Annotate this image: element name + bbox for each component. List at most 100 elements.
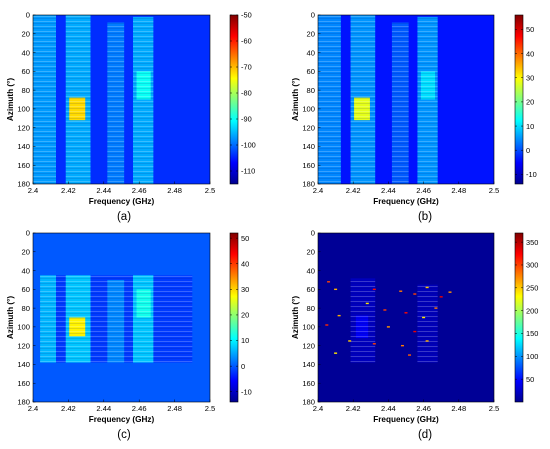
plot-area [318,233,494,402]
y-tick-label: 40 [307,48,315,57]
x-tick-label: 2.4 [28,186,39,195]
y-tick-label: 140 [17,360,30,369]
x-axis-label: Frequency (GHz) [373,415,439,424]
y-tick-label: 80 [22,86,30,95]
y-tick-label: 0 [26,229,30,238]
heatmap-point [425,286,429,289]
colorbar-tick-label: 40 [241,259,249,268]
y-axis-label: Azimuth (°) [291,296,300,340]
colorbar-tick-label: 0 [241,362,245,371]
heatmap-region-texture [355,315,369,339]
y-tick-label: 20 [307,29,315,38]
heatmap-point [399,290,403,292]
y-tick-label: 180 [302,180,315,189]
y-tick-label: 140 [17,142,30,151]
panel-3: 2.4 2.42 2.44 2.46 2.48 2.5020406080100120140… [6,229,252,441]
heatmap-region-texture [136,289,151,318]
heatmap-point [400,344,404,347]
heatmap-region-texture [69,97,86,121]
panel-2: 2.4 2.42 2.44 2.46 2.48 2.5020406080100120140… [291,11,537,223]
y-tick-label: 120 [17,341,30,350]
y-tick-label: 40 [307,266,315,275]
x-tick-label: 2.5 [489,186,500,195]
colorbar-tick-label: -60 [241,37,252,46]
x-tick-label: 2.44 [381,186,396,195]
plot-frame [317,14,495,185]
y-tick-label: 0 [26,11,30,20]
plot-frame [317,232,495,403]
heatmap-point [383,309,387,311]
x-tick-label: 2.42 [61,404,76,413]
heatmap-region-texture [318,15,341,184]
panel-caption: (c) [117,429,131,441]
heatmap-point [439,296,443,298]
y-tick-label: 60 [22,285,30,294]
colorbar [514,14,524,185]
colorbar-tick-label: 0 [526,146,530,155]
heatmap-point [413,293,417,295]
colorbar-tick-label: 50 [526,25,534,34]
y-tick-label: 120 [17,123,30,132]
colorbar-tick-label: 20 [241,311,249,320]
colorbar-tick-label: 300 [526,261,538,270]
y-tick-label: 80 [22,304,30,313]
y-tick-label: 0 [311,229,315,238]
plot-frame [32,232,211,403]
y-tick-label: 60 [307,67,315,76]
plot-area [33,15,210,184]
colorbar-tick-label: 30 [241,285,249,294]
heatmap-point [325,324,329,326]
x-tick-label: 2.42 [61,186,76,195]
colorbar-tick-label: 350 [526,238,538,247]
x-tick-label: 2.48 [451,404,466,413]
colorbar [229,14,239,185]
colorbar-tick-label: 10 [526,122,534,131]
heatmap-point [334,352,338,354]
y-tick-label: 180 [302,398,315,407]
y-tick-label: 160 [302,379,315,388]
panel-1: 2.4 2.42 2.44 2.46 2.48 2.5 0 20 40 60 80 100 120 140… [6,11,256,223]
x-tick-label: 2.5 [205,186,216,195]
y-tick-label: 160 [302,161,315,170]
plot-frame [32,14,211,185]
colorbar [229,232,239,403]
x-tick-label: 2.44 [381,404,396,413]
x-tick-label: 2.48 [451,186,466,195]
heatmap-region-texture [354,97,370,121]
heatmap-region-texture [40,275,57,363]
x-axis-label: Frequency (GHz) [89,415,155,424]
y-tick-label: 160 [17,161,30,170]
x-tick-label: 2.46 [416,404,431,413]
y-tick-label: 100 [302,323,315,332]
y-tick-label: 120 [302,341,315,350]
x-tick-label: 2.48 [167,404,182,413]
y-tick-label: 20 [307,247,315,256]
colorbar-tick-label: -70 [241,63,252,72]
y-tick-label: 80 [307,86,315,95]
heatmap-point [365,302,369,305]
colorbar-tick-label: 20 [526,98,534,107]
panel-caption: (d) [418,429,432,441]
y-tick-label: 180 [17,398,30,407]
x-axis-label: Frequency (GHz) [373,197,439,206]
heatmap-point [408,354,412,356]
y-tick-label: 180 [17,180,30,189]
colorbar-tick-label: -10 [526,170,537,179]
x-tick-label: 2.42 [346,186,361,195]
heatmap-region-texture [417,16,438,184]
y-tick-label: 40 [22,266,30,275]
heatmap-point [448,291,452,293]
colorbar-tick-label: 250 [526,284,538,293]
heatmap-point [404,312,408,314]
y-axis-label: Azimuth (°) [6,78,15,122]
heatmap-point [386,326,390,328]
colorbar-tick-label: 100 [526,352,538,361]
heatmap-region-texture [420,71,436,100]
heatmap-region-texture [107,279,125,363]
y-tick-label: 60 [307,285,315,294]
heatmap-background [318,233,494,402]
panel-caption: (a) [117,211,131,223]
x-tick-label: 2.4 [28,404,39,413]
colorbar-tick-label: 50 [526,375,534,384]
